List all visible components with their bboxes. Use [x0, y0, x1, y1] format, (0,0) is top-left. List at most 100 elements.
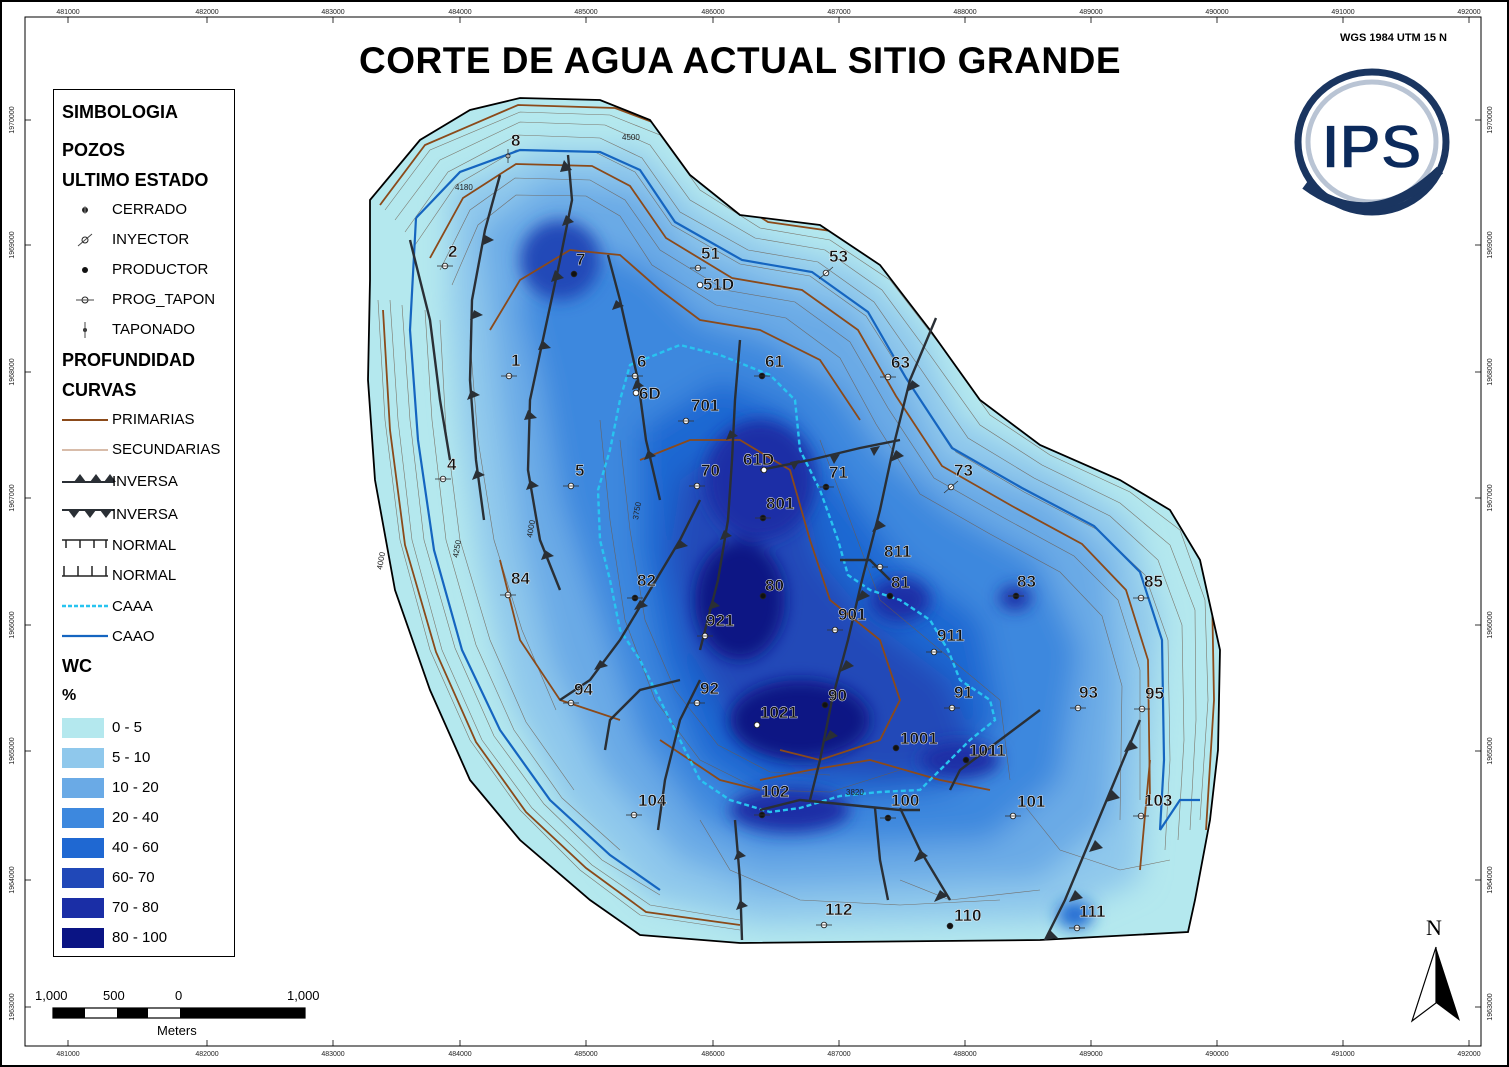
well-73[interactable]: 73 — [943, 461, 973, 494]
well-marker — [696, 281, 704, 289]
wc-unit: % — [62, 687, 77, 704]
x-tick-label: 487000 — [827, 9, 850, 16]
well-53[interactable]: 53 — [818, 247, 848, 280]
well-104[interactable]: 104 — [626, 791, 667, 819]
curve-label-normal-1: NORMAL — [112, 537, 177, 554]
well-1011[interactable]: 1011 — [962, 741, 1006, 764]
well-70[interactable]: 70 — [689, 461, 720, 490]
well-label: 701 — [691, 396, 719, 415]
well-911[interactable]: 911 — [926, 626, 965, 656]
well-112[interactable]: 112 — [816, 900, 853, 929]
well-901[interactable]: 901 — [827, 605, 867, 634]
well-82[interactable]: 82 — [627, 571, 656, 602]
status-icons — [76, 206, 94, 338]
well-marker — [759, 592, 767, 600]
well-921[interactable]: 921 — [697, 611, 735, 640]
y-tick-label: 1963000 — [9, 993, 16, 1020]
wells-header: POZOS — [62, 140, 126, 160]
curve-symbols — [62, 419, 116, 638]
contour-label: 3750 — [631, 501, 643, 521]
y-tick-label: 1967000 — [1487, 484, 1494, 511]
well-95[interactable]: 95 — [1134, 684, 1164, 713]
curve-label-caaa: CAAA — [112, 598, 153, 615]
well-100[interactable]: 100 — [880, 791, 920, 822]
wc-class-label: 5 - 10 — [112, 749, 151, 766]
well-1021[interactable]: 1021 — [753, 703, 798, 729]
well-marker — [821, 701, 829, 709]
well-6[interactable]: 6 — [627, 352, 647, 380]
well-701[interactable]: 701 — [678, 396, 720, 425]
well-marker — [753, 721, 761, 729]
well-8[interactable]: 8 — [505, 131, 521, 163]
wc-swatch — [62, 838, 104, 858]
coordinate-ticks: 4810004810004820004820004830004830004840… — [9, 9, 1494, 1058]
well-label: 61D — [743, 450, 774, 469]
well-label: 93 — [1079, 683, 1098, 702]
well-1[interactable]: 1 — [501, 351, 521, 380]
well-61D[interactable]: 61D — [743, 450, 774, 474]
legend-panel: SIMBOLOGIA POZOS ULTIMO ESTADO CERRADO I… — [53, 89, 235, 957]
well-4[interactable]: 4 — [435, 455, 457, 483]
well-label: 801 — [766, 494, 794, 513]
well-51[interactable]: 51 — [690, 244, 720, 272]
x-tick-label: 482000 — [195, 1051, 218, 1058]
y-tick-label: 1968000 — [1487, 358, 1494, 385]
well-5[interactable]: 5 — [563, 461, 585, 490]
curves-header: CURVAS — [62, 380, 137, 400]
well-90[interactable]: 90 — [821, 686, 847, 709]
x-tick-label: 485000 — [574, 1051, 597, 1058]
x-tick-label: 486000 — [701, 1051, 724, 1058]
well-61[interactable]: 61 — [754, 352, 784, 380]
well-94[interactable]: 94 — [563, 680, 594, 707]
contour-label: 4180 — [455, 183, 473, 192]
well-80[interactable]: 80 — [759, 576, 784, 600]
y-tick-label: 1970000 — [1487, 106, 1494, 133]
wc-swatch — [62, 868, 104, 888]
x-tick-label: 483000 — [321, 9, 344, 16]
well-811[interactable]: 811 — [872, 542, 912, 571]
well-111[interactable]: 111 — [1069, 902, 1106, 932]
well-71[interactable]: 71 — [818, 463, 848, 491]
wc-class-label: 80 - 100 — [112, 929, 168, 946]
well-label: 901 — [838, 605, 866, 624]
well-label: 83 — [1017, 572, 1036, 591]
status-label-taponado: TAPONADO — [112, 321, 196, 338]
scale-label: 500 — [103, 988, 125, 1003]
well-2[interactable]: 2 — [437, 242, 458, 270]
status-label-productor: PRODUCTOR — [112, 261, 209, 278]
wc-swatch — [62, 778, 104, 798]
well-7[interactable]: 7 — [570, 250, 586, 278]
well-label: 921 — [706, 611, 734, 630]
well-85[interactable]: 85 — [1133, 572, 1163, 602]
well-103[interactable]: 103 — [1133, 791, 1173, 820]
well-101[interactable]: 101 — [1005, 792, 1046, 820]
well-label: 51 — [701, 244, 720, 263]
well-63[interactable]: 63 — [880, 353, 910, 381]
well-81[interactable]: 81 — [886, 573, 910, 600]
wc-header: WC — [62, 656, 92, 676]
well-label: 8 — [511, 131, 520, 150]
well-51D[interactable]: 51D — [696, 275, 734, 294]
well-1001[interactable]: 1001 — [892, 729, 938, 752]
well-92[interactable]: 92 — [689, 679, 719, 707]
x-tick-label: 492000 — [1457, 1051, 1480, 1058]
well-102[interactable]: 102 — [754, 782, 790, 819]
well-label: 94 — [574, 680, 593, 699]
contour-label: 4500 — [622, 133, 640, 142]
y-tick-label: 1966000 — [1487, 611, 1494, 638]
well-801[interactable]: 801 — [755, 494, 795, 522]
y-tick-label: 1964000 — [9, 866, 16, 893]
wc-class-label: 60- 70 — [112, 869, 155, 886]
well-93[interactable]: 93 — [1070, 683, 1098, 712]
x-tick-label: 488000 — [953, 1051, 976, 1058]
well-83[interactable]: 83 — [1008, 572, 1036, 600]
well-91[interactable]: 91 — [944, 683, 973, 712]
well-6D[interactable]: 6D — [632, 384, 661, 403]
ips-logo: IPS — [1294, 68, 1450, 216]
well-110[interactable]: 110 — [946, 906, 982, 930]
well-84[interactable]: 84 — [500, 569, 531, 599]
well-label: 6D — [639, 384, 661, 403]
scale-unit: Meters — [157, 1023, 197, 1038]
status-label-cerrado: CERRADO — [112, 201, 188, 218]
